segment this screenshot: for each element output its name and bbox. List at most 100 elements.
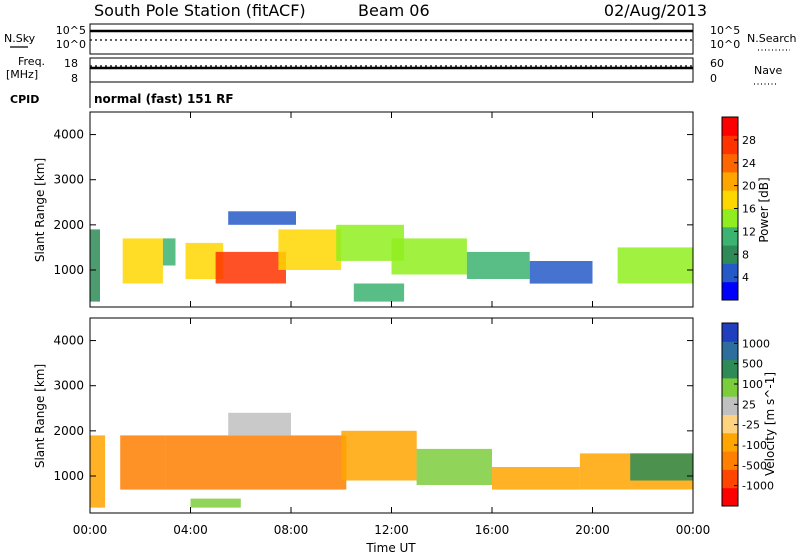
velocity-patch: [228, 412, 291, 436]
velocity-patch: [416, 448, 492, 485]
y-tick-label: 1000: [53, 263, 84, 277]
noise-tick-top-right: 10^5: [710, 24, 740, 37]
noise-tick-bottom-left: 10^0: [56, 38, 86, 51]
power-patch: [391, 238, 467, 275]
colorbar-tick-label: -1000: [742, 480, 774, 493]
velocity-patch: [630, 453, 693, 481]
power-heatmap: [90, 211, 693, 302]
freq-tick-top: 18: [64, 57, 78, 70]
y-tick-label: 3000: [53, 379, 84, 393]
colorbar-segment: [722, 396, 738, 415]
velocity-patch: [492, 467, 580, 490]
date-label: 02/Aug/2013: [604, 1, 707, 20]
y-tick-label: 2000: [53, 424, 84, 438]
power-patch: [228, 211, 296, 225]
colorbar-tick-label: 4: [742, 271, 749, 284]
colorbar-segment: [722, 451, 738, 470]
power-patch: [162, 238, 176, 266]
colorbar-segment: [722, 263, 738, 283]
colorbar-segment: [722, 171, 738, 191]
noise-tick-top-left: 10^5: [56, 24, 86, 37]
velocity-patch: [90, 435, 106, 508]
colorbar-tick-label: -25: [742, 419, 760, 432]
colorbar-frame: [721, 322, 739, 507]
velocity-colorbar: 1000 500 100 25 -25 -100 -500 -1000: [721, 322, 774, 507]
power-patch: [122, 238, 163, 284]
colorbar-tick-label: 500: [742, 358, 763, 371]
velocity-ylabel: Slant Range [km]: [33, 364, 47, 468]
x-tick-label: 08:00: [274, 523, 309, 537]
power-ylabel: Slant Range [km]: [33, 158, 47, 262]
power-patch: [529, 261, 593, 284]
velocity-patch: [341, 430, 417, 481]
x-tick-label: 12:00: [374, 523, 409, 537]
colorbar-tick-label: 25: [742, 398, 756, 411]
colorbar-tick-label: 12: [742, 225, 756, 238]
colorbar-segment: [722, 153, 738, 173]
x-tick-label: 16:00: [475, 523, 510, 537]
y-tick-label: 1000: [53, 469, 84, 483]
y-tick-label: 4000: [53, 128, 84, 142]
x-tick-label: 00:00: [676, 523, 711, 537]
power-patch: [278, 229, 342, 270]
colorbar-segment: [722, 190, 738, 209]
colorbar-segment: [722, 432, 738, 452]
colorbar-segment: [722, 487, 738, 507]
colorbar-segment: [722, 359, 738, 379]
noise-tick-bottom-right: 10^0: [710, 38, 740, 51]
nave-tick-top: 60: [710, 57, 724, 70]
x-tick-label: 00:00: [73, 523, 108, 537]
power-patch: [353, 283, 405, 302]
beam-label: Beam 06: [358, 1, 430, 20]
colorbar-segment: [722, 226, 738, 246]
y-tick-label: 4000: [53, 334, 84, 348]
power-patch: [215, 251, 286, 284]
velocity-patch: [165, 435, 347, 490]
colorbar-segment: [722, 341, 738, 361]
colorbar-tick-label: 1000: [742, 337, 770, 350]
nave-tick-bottom: 0: [710, 72, 717, 85]
colorbar-segment: [722, 377, 738, 397]
power-patch: [466, 251, 530, 279]
station-title: South Pole Station (fitACF): [94, 1, 306, 20]
nsky-label: N.Sky: [4, 32, 36, 45]
power-patch: [90, 229, 100, 302]
y-tick-label: 3000: [53, 173, 84, 187]
freq-label-line1: Freq.: [18, 55, 45, 68]
time-x-ticks: 00:00 04:00 08:00 12:00 16:00 20:00 00:00: [73, 112, 711, 537]
colorbar-tick-label: -100: [742, 439, 767, 452]
nave-label: Nave: [754, 64, 782, 77]
cpid-label: CPID: [10, 93, 39, 106]
y-tick-label: 2000: [53, 218, 84, 232]
colorbar-tick-label: 8: [742, 248, 749, 261]
x-tick-label: 20:00: [575, 523, 610, 537]
power-patch: [617, 247, 693, 284]
colorbar-segment: [722, 208, 738, 228]
power-colorbar-label: Power [dB]: [757, 177, 771, 242]
colorbar-tick-label: -500: [742, 459, 767, 472]
power-colorbar: 4 8 12 16 20 24 28: [721, 116, 756, 301]
colorbar-segment: [722, 414, 738, 434]
freq-strip-frame: [89, 57, 694, 83]
velocity-patch: [190, 498, 241, 508]
colorbar-tick-label: 100: [742, 378, 763, 391]
colorbar-segment: [722, 117, 738, 136]
colorbar-tick-label: 20: [742, 180, 756, 193]
cpid-value: normal (fast) 151 RF: [94, 92, 234, 106]
velocity-heatmap: [90, 412, 693, 508]
power-y-ticks: 1000 2000 3000 4000: [53, 128, 693, 277]
colorbar-tick-label: 16: [742, 203, 756, 216]
freq-label-line2: [MHz]: [6, 68, 38, 81]
colorbar-segment: [722, 135, 738, 155]
x-tick-label: 04:00: [173, 523, 208, 537]
velocity-y-ticks: 1000 2000 3000 4000: [53, 334, 693, 483]
colorbar-tick-label: 28: [742, 134, 756, 147]
freq-tick-bottom: 8: [71, 72, 78, 85]
time-xlabel: Time UT: [365, 541, 416, 554]
nsearch-label: N.Search: [747, 32, 797, 45]
colorbar-segment: [722, 469, 738, 489]
colorbar-segment: [722, 281, 738, 301]
noise-strip-frame: [89, 23, 694, 55]
velocity-colorbar-label: Velocity [m s^-1]: [763, 372, 777, 476]
